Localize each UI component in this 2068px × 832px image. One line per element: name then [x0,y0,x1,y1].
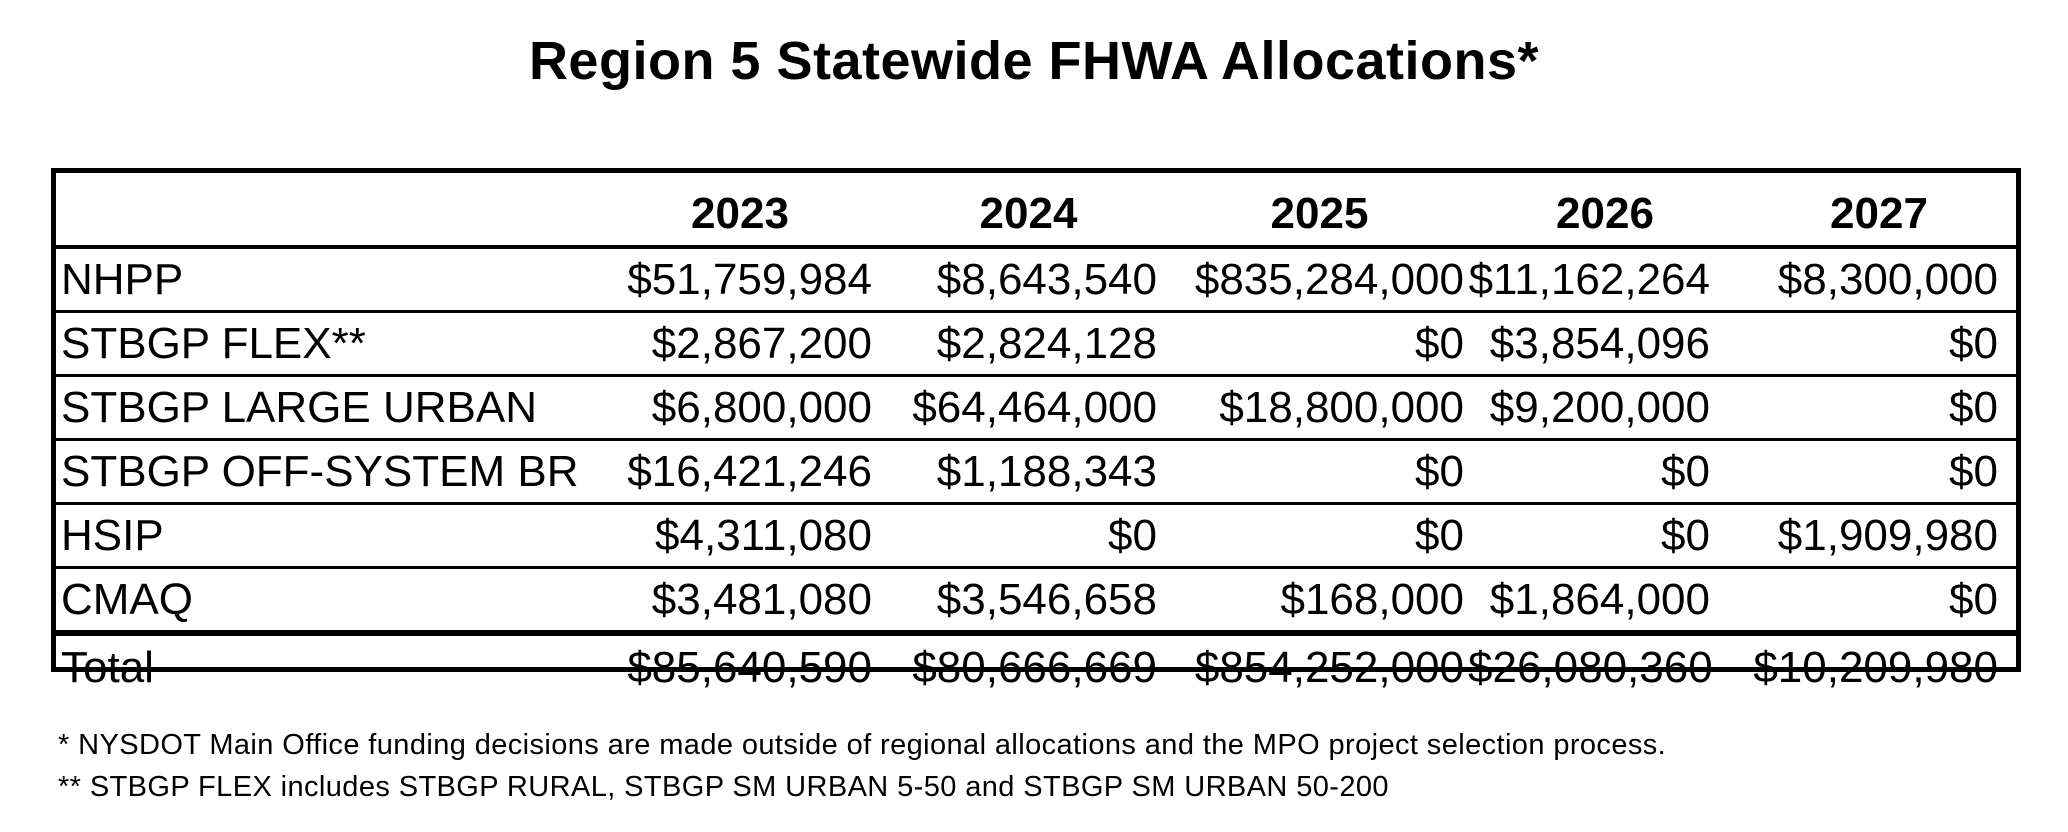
total-row: Total $85,640,590 $80,666,669 $854,252,0… [56,630,2016,700]
table-cell: $3,546,658 [886,566,1171,633]
table-cell: $8,643,540 [886,245,1171,312]
table-row: STBGP FLEX** $2,867,200 $2,824,128 $0 $3… [56,310,2016,376]
page-title: Region 5 Statewide FHWA Allocations* [528,31,1540,91]
total-cell: $10,209,980 [1742,630,2016,700]
table-cell: $2,824,128 [886,310,1171,376]
allocations-table: 2023 2024 2025 2026 2027 NHPP $51,759,98… [51,168,2021,700]
table-cell: $1,864,000 [1468,566,1742,633]
table-cell: $2,867,200 [594,310,886,376]
table-row: CMAQ $3,481,080 $3,546,658 $168,000 $1,8… [56,566,2016,633]
table-cell: $6,800,000 [594,374,886,440]
table-cell: $0 [1171,502,1468,568]
table-cell: $0 [1742,438,2016,504]
table-cell: $4,311,080 [594,502,886,568]
table-cell: $0 [886,502,1171,568]
row-label: CMAQ [56,566,594,633]
header-cell-year: 2027 [1830,189,1928,238]
table-cell: $0 [1171,310,1468,376]
table-cell: $0 [1171,438,1468,504]
row-label: STBGP FLEX** [56,310,594,376]
table-cell: $0 [1468,438,1742,504]
row-label: HSIP [56,502,594,568]
table-cell: $0 [1468,502,1742,568]
footnote: * NYSDOT Main Office funding decisions a… [58,729,1667,761]
row-label: NHPP [56,245,594,312]
table-row: STBGP LARGE URBAN $6,800,000 $64,464,000… [56,374,2016,440]
table-cell: $1,188,343 [886,438,1171,504]
row-label: STBGP OFF-SYSTEM BR [56,438,594,504]
header-cell-year: 2026 [1556,189,1654,238]
total-cell: $854,252,000 [1171,630,1468,700]
table-cell: $16,421,246 [594,438,886,504]
table-row: HSIP $4,311,080 $0 $0 $0 $1,909,980 [56,502,2016,568]
table-cell: $8,300,000 [1742,245,2016,312]
table-row: NHPP $51,759,984 $8,643,540 $835,284,000… [56,245,2016,312]
total-cell: $26,080,360 [1468,630,1742,700]
header-cell-year: 2025 [1270,189,1369,238]
header-cell-stub [56,173,594,247]
total-cell: $80,666,669 [886,630,1171,700]
table-cell: $168,000 [1171,566,1468,633]
table-cell: $0 [1742,310,2016,376]
table-cell: $835,284,000 [1171,245,1468,312]
footnote: ** STBGP FLEX includes STBGP RURAL, STBG… [58,771,1389,803]
table-cell: $1,909,980 [1742,502,2016,568]
footnotes: * NYSDOT Main Office funding decisions a… [58,724,1666,808]
header-cell-year: 2023 [691,189,789,238]
table-cell: $3,481,080 [594,566,886,633]
table-cell: $0 [1742,566,2016,633]
header-row: 2023 2024 2025 2026 2027 [56,173,2016,247]
table-cell: $3,854,096 [1468,310,1742,376]
table-cell: $64,464,000 [886,374,1171,440]
table-row: STBGP OFF-SYSTEM BR $16,421,246 $1,188,3… [56,438,2016,504]
total-cell: $85,640,590 [594,630,886,700]
row-label: STBGP LARGE URBAN [56,374,594,440]
header-cell-year: 2024 [979,189,1078,238]
table-cell: $51,759,984 [594,245,886,312]
table-cell: $0 [1742,374,2016,440]
total-label: Total [56,630,594,700]
table-cell: $9,200,000 [1468,374,1742,440]
table-cell: $18,800,000 [1171,374,1468,440]
allocations-grid: 2023 2024 2025 2026 2027 NHPP $51,759,98… [56,173,2016,700]
table-cell: $11,162,264 [1468,245,1742,312]
